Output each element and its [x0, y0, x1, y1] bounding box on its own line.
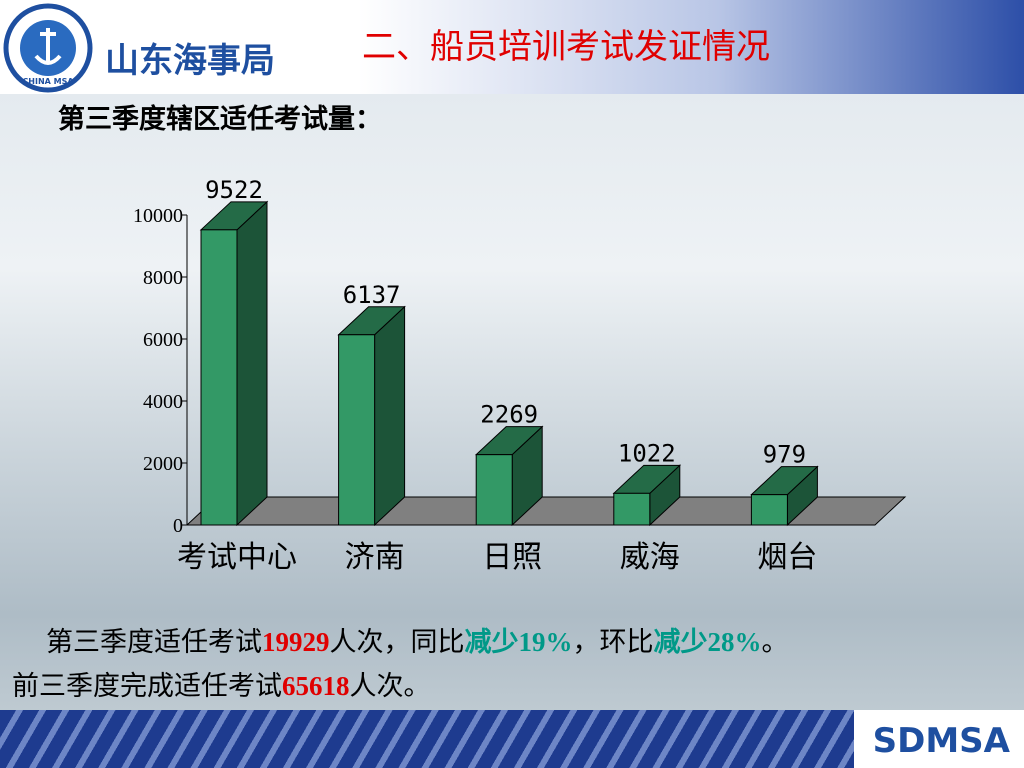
text-run: 。 — [761, 627, 789, 657]
value-label: 2269 — [480, 401, 538, 429]
x-tick-label: 济南 — [345, 541, 405, 574]
text-run: 第三季度适任考试 — [46, 627, 262, 657]
org-name: 山东海事局 — [105, 41, 275, 81]
paragraph: 第三季度适任考试19929人次，同比减少19%，环比减少28%。 — [12, 620, 789, 664]
x-tick-label: 日照 — [482, 541, 542, 574]
y-tick-label: 10000 — [133, 205, 183, 227]
value-label: 1022 — [618, 439, 676, 467]
y-tick-label: 4000 — [143, 391, 183, 413]
bar — [200, 229, 238, 526]
text-run: 人次。 — [349, 671, 431, 701]
text-run: 前三季度完成适任考试 — [12, 671, 282, 701]
value-label: 979 — [763, 441, 806, 469]
text-run: 减少19% — [464, 627, 573, 657]
logo-anchor — [34, 28, 62, 65]
slide-title: 二、船员培训考试发证情况 — [362, 28, 770, 66]
bar — [750, 494, 788, 526]
footer-text: SDMSA — [873, 721, 1011, 761]
value-label: 9522 — [205, 176, 263, 204]
paragraph: 前三季度完成适任考试65618人次。 — [12, 664, 789, 708]
summary: 第三季度适任考试19929人次，同比减少19%，环比减少28%。 前三季度完成适任… — [12, 620, 789, 708]
logo-text: CHINA MSA — [22, 77, 74, 86]
footer-band — [0, 710, 1024, 768]
footer-box — [854, 710, 1024, 768]
text-run: 人次，同比 — [329, 627, 465, 657]
y-tick-label: 8000 — [143, 267, 183, 289]
text-run: ，环比 — [572, 627, 654, 657]
header-band — [0, 0, 1024, 94]
bar — [338, 334, 376, 526]
bar-side — [374, 305, 406, 527]
bar — [475, 454, 513, 526]
y-tick-label: 2000 — [143, 453, 183, 475]
text-run: 65618 — [282, 671, 350, 701]
subtitle: 第三季度辖区适任考试量： — [58, 103, 382, 134]
y-tick-label: 6000 — [143, 329, 183, 351]
x-tick-label: 威海 — [620, 541, 680, 574]
text-run: 减少28% — [653, 627, 762, 657]
bar — [613, 492, 651, 526]
y-tick-label: 0 — [173, 515, 183, 537]
bar-side — [236, 200, 268, 527]
value-label: 6137 — [343, 281, 401, 309]
x-tick-label: 考试中心 — [177, 541, 297, 574]
text-run: 19929 — [262, 627, 330, 657]
x-tick-label: 烟台 — [757, 541, 817, 574]
